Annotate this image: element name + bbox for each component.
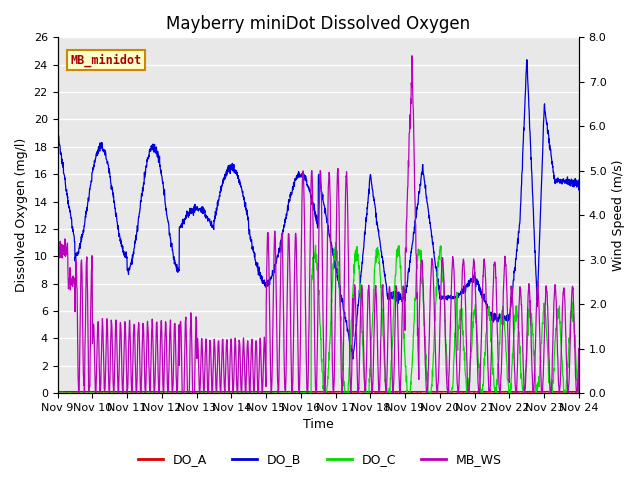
- MB_WS: [294, 321, 301, 327]
- DO_A: [307, 389, 315, 395]
- DO_A: [561, 389, 568, 395]
- DO_B: [307, 193, 315, 199]
- DO_C: [560, 389, 568, 395]
- DO_B: [54, 131, 61, 136]
- DO_B: [561, 179, 568, 184]
- DO_A: [80, 389, 88, 395]
- DO_A: [335, 389, 343, 395]
- DO_B: [465, 278, 472, 284]
- DO_B: [293, 175, 301, 181]
- DO_C: [575, 390, 583, 396]
- DO_C: [560, 388, 568, 394]
- Text: MB_minidot: MB_minidot: [70, 53, 142, 67]
- DO_A: [465, 389, 472, 395]
- DO_C: [307, 390, 315, 396]
- DO_A: [560, 389, 568, 395]
- DO_A: [575, 389, 583, 395]
- Title: Mayberry miniDot Dissolved Oxygen: Mayberry miniDot Dissolved Oxygen: [166, 15, 470, 33]
- MB_WS: [465, 390, 472, 396]
- X-axis label: Time: Time: [303, 419, 333, 432]
- DO_B: [575, 177, 583, 183]
- DO_A: [293, 389, 301, 395]
- DO_B: [80, 223, 88, 229]
- DO_C: [54, 390, 61, 396]
- MB_WS: [81, 389, 88, 395]
- MB_WS: [561, 292, 568, 298]
- MB_WS: [307, 172, 315, 178]
- Legend: DO_A, DO_B, DO_C, MB_WS: DO_A, DO_B, DO_C, MB_WS: [133, 448, 507, 471]
- DO_C: [465, 388, 472, 394]
- Line: MB_WS: MB_WS: [58, 56, 579, 393]
- DO_C: [293, 390, 301, 396]
- DO_A: [327, 389, 335, 395]
- Y-axis label: Wind Speed (m/s): Wind Speed (m/s): [612, 159, 625, 271]
- MB_WS: [560, 285, 568, 291]
- Y-axis label: Dissolved Oxygen (mg/l): Dissolved Oxygen (mg/l): [15, 138, 28, 292]
- DO_B: [560, 177, 568, 183]
- MB_WS: [408, 53, 416, 59]
- DO_B: [523, 57, 531, 62]
- DO_A: [54, 389, 61, 395]
- MB_WS: [75, 390, 83, 396]
- DO_C: [332, 240, 340, 245]
- Line: DO_C: DO_C: [58, 242, 579, 393]
- DO_C: [80, 390, 88, 396]
- MB_WS: [575, 390, 583, 396]
- Line: DO_B: DO_B: [58, 60, 579, 359]
- DO_B: [349, 356, 356, 362]
- MB_WS: [54, 249, 61, 254]
